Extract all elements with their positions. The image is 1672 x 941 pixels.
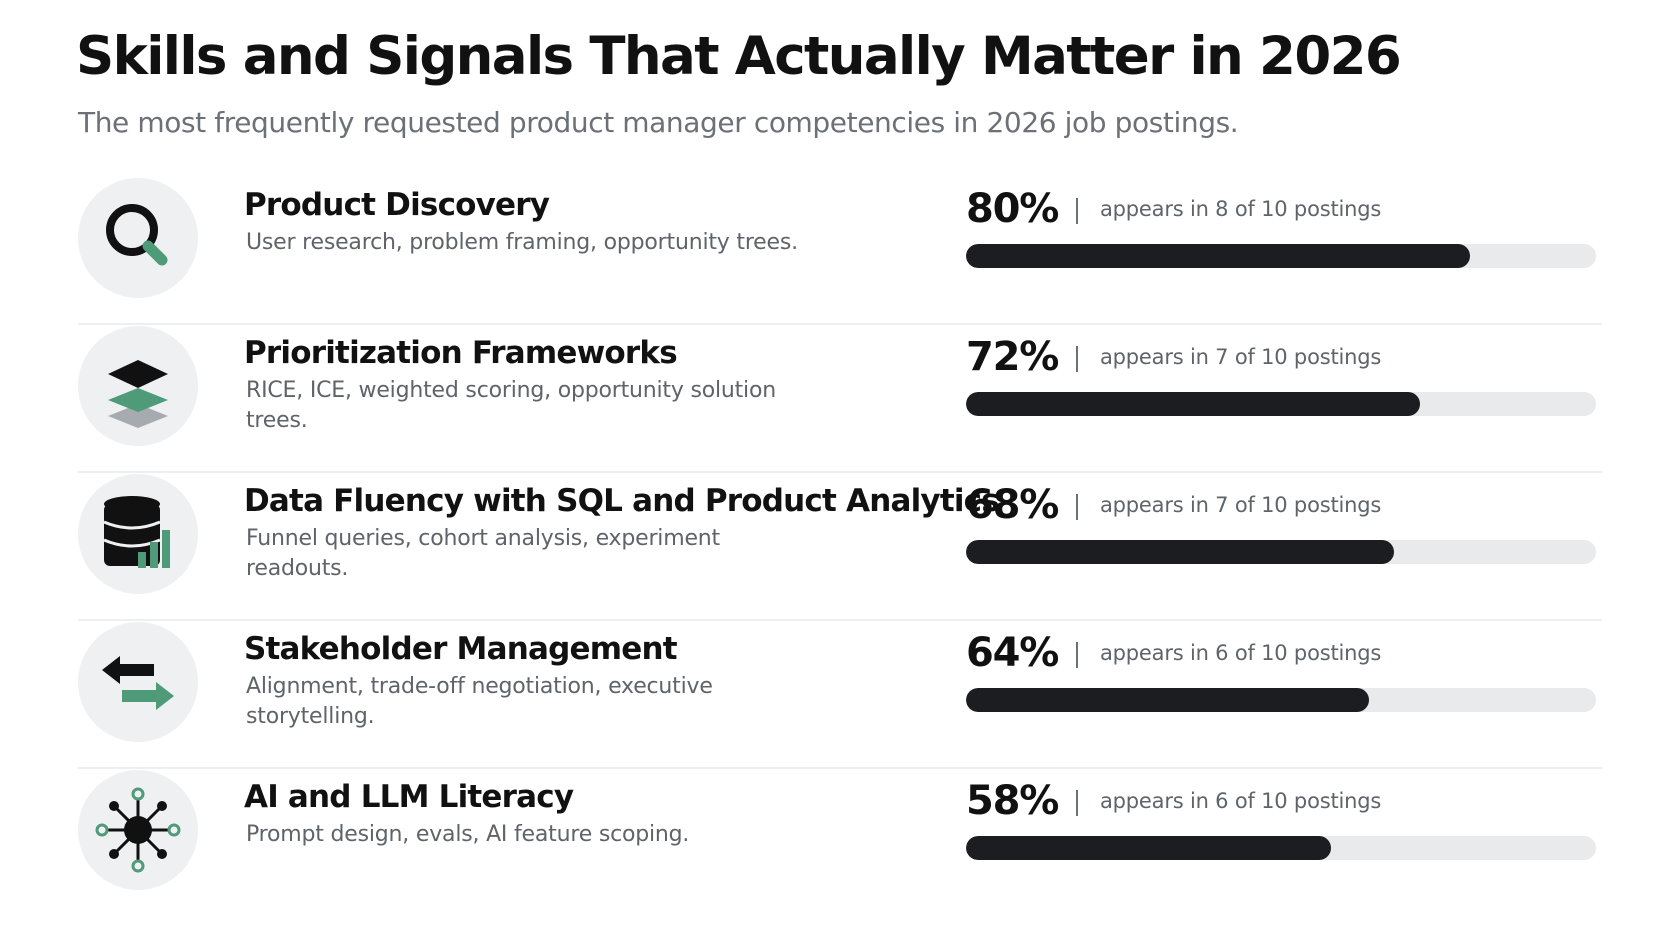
percent-label: 58%: [966, 778, 1059, 824]
percent-label: 80%: [966, 186, 1059, 232]
skill-description: RICE, ICE, weighted scoring, opportunity…: [246, 378, 776, 433]
skill-name: AI and LLM Literacy: [244, 779, 574, 815]
skill-description: Prompt design, evals, AI feature scoping…: [246, 822, 690, 847]
database-chart-icon: [78, 474, 198, 594]
percent-label: 72%: [966, 334, 1059, 380]
bar-track: [966, 244, 1596, 268]
bar-fill: [966, 244, 1470, 268]
magnifier-icon: [78, 178, 198, 298]
row-divider: [78, 767, 1602, 769]
separator: [1076, 494, 1078, 520]
page-subtitle: The most frequently requested product ma…: [78, 106, 1239, 139]
skill-name: Prioritization Frameworks: [244, 335, 678, 371]
percent-label: 68%: [966, 482, 1059, 528]
skill-description: Funnel queries, cohort analysis, experim…: [246, 526, 720, 581]
skill-row-data-fluency: Data Fluency with SQL and Product Analyt…: [0, 466, 1672, 621]
percent-label: 64%: [966, 630, 1059, 676]
bar-track: [966, 392, 1596, 416]
separator: [1076, 198, 1078, 224]
skill-description: User research, problem framing, opportun…: [246, 230, 798, 255]
layers-icon: [78, 326, 198, 446]
skill-name: Data Fluency with SQL and Product Analyt…: [244, 483, 1000, 519]
page-title: Skills and Signals That Actually Matter …: [76, 26, 1402, 87]
appears-text: appears in 6 of 10 postings: [1100, 789, 1382, 813]
row-divider: [78, 323, 1602, 325]
row-divider: [78, 471, 1602, 473]
skill-description: Alignment, trade-off negotiation, execut…: [246, 674, 713, 729]
skill-row-prioritization-frameworks: Prioritization Frameworks RICE, ICE, wei…: [0, 318, 1672, 473]
appears-text: appears in 7 of 10 postings: [1100, 493, 1382, 517]
bar-track: [966, 540, 1596, 564]
separator: [1076, 642, 1078, 668]
skill-row-ai-llm-literacy: AI and LLM Literacy Prompt design, evals…: [0, 762, 1672, 917]
network-node-icon: [78, 770, 198, 890]
row-divider: [78, 619, 1602, 621]
skill-name: Stakeholder Management: [244, 631, 678, 667]
appears-text: appears in 8 of 10 postings: [1100, 197, 1382, 221]
bar-track: [966, 688, 1596, 712]
bar-track: [966, 836, 1596, 860]
skill-row-stakeholder-management: Stakeholder Management Alignment, trade-…: [0, 614, 1672, 769]
exchange-arrows-icon: [78, 622, 198, 742]
separator: [1076, 790, 1078, 816]
skill-name: Product Discovery: [244, 187, 550, 223]
bar-fill: [966, 540, 1395, 564]
skill-row-product-discovery: Product Discovery User research, problem…: [0, 170, 1672, 325]
bar-fill: [966, 392, 1420, 416]
separator: [1076, 346, 1078, 372]
bar-fill: [966, 836, 1332, 860]
bar-fill: [966, 688, 1370, 712]
appears-text: appears in 6 of 10 postings: [1100, 641, 1382, 665]
appears-text: appears in 7 of 10 postings: [1100, 345, 1382, 369]
